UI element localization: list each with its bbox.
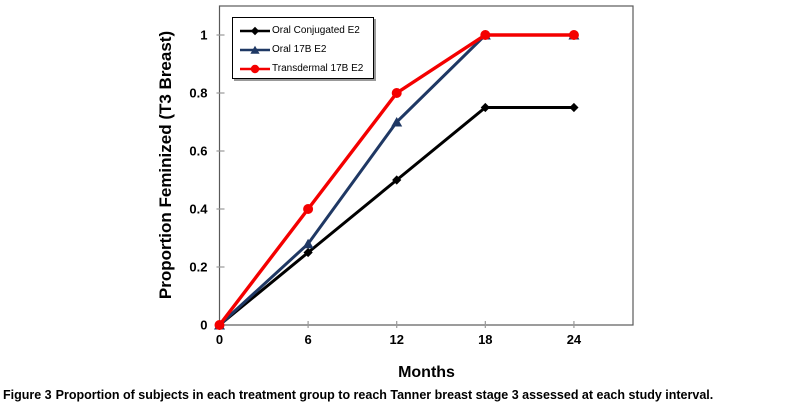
figure-caption: Figure 3 Proportion of subjects in each t… [3, 388, 792, 404]
x-tick-label: 12 [389, 332, 403, 347]
legend-sample-marker [250, 64, 260, 73]
x-tick-label: 0 [216, 332, 223, 347]
legend-label: Transdermal 17B E2 [272, 63, 364, 74]
legend-marker-oral-conjugated-e2 [240, 26, 270, 35]
marker-oral-conjugated-e2 [392, 175, 402, 185]
y-tick-label: 0.4 [189, 202, 208, 217]
marker-oral-conjugated-e2 [303, 247, 313, 258]
plot-area: 0 0.2 0.4 0.6 0.8 1 0 6 12 18 24 [189, 5, 634, 347]
legend-sample-marker [250, 26, 260, 35]
y-tick-label: 0.6 [189, 144, 207, 159]
legend-item-transdermal-17b-e2: Transdermal 17B E2 [239, 60, 373, 78]
y-tick-label: 1 [200, 28, 207, 43]
marker-transdermal-17b-e2 [303, 204, 314, 214]
legend-item-oral-17b-e2: Oral 17B E2 [239, 41, 373, 59]
marker-oral-17b-e2 [391, 117, 403, 127]
legend-item-oral-conjugated-e2: Oral Conjugated E2 [239, 22, 373, 40]
legend: Oral Conjugated E2 Oral 17B E2 Transderm… [232, 17, 374, 79]
y-tick-label: 0.8 [189, 86, 207, 101]
y-axis-title: Proportion Feminized (T3 Breast) [156, 30, 175, 300]
x-tick-label: 24 [567, 332, 582, 347]
marker-transdermal-17b-e2 [214, 320, 225, 330]
legend-label: Oral Conjugated E2 [272, 25, 360, 36]
legend-sample-marker [250, 45, 260, 54]
marker-oral-17b-e2 [302, 238, 314, 249]
marker-oral-conjugated-e2 [480, 102, 490, 113]
y-tick-label: 0 [200, 318, 207, 333]
figure-caption-label: Figure 3 [3, 388, 52, 402]
figure-caption-text: Proportion of subjects in each treatment… [55, 388, 714, 402]
marker-transdermal-17b-e2 [391, 88, 402, 98]
x-tick-label: 18 [478, 332, 492, 347]
marker-oral-conjugated-e2 [569, 102, 579, 113]
legend-marker-transdermal-17b-e2 [240, 64, 270, 73]
x-tick-label: 6 [304, 332, 311, 347]
legend-marker-oral-17b-e2 [240, 45, 270, 54]
marker-transdermal-17b-e2 [568, 30, 579, 40]
marker-transdermal-17b-e2 [480, 30, 491, 40]
y-tick-label: 0.2 [189, 260, 207, 275]
x-axis-title: Months [398, 364, 455, 381]
legend-label: Oral 17B E2 [272, 44, 327, 55]
